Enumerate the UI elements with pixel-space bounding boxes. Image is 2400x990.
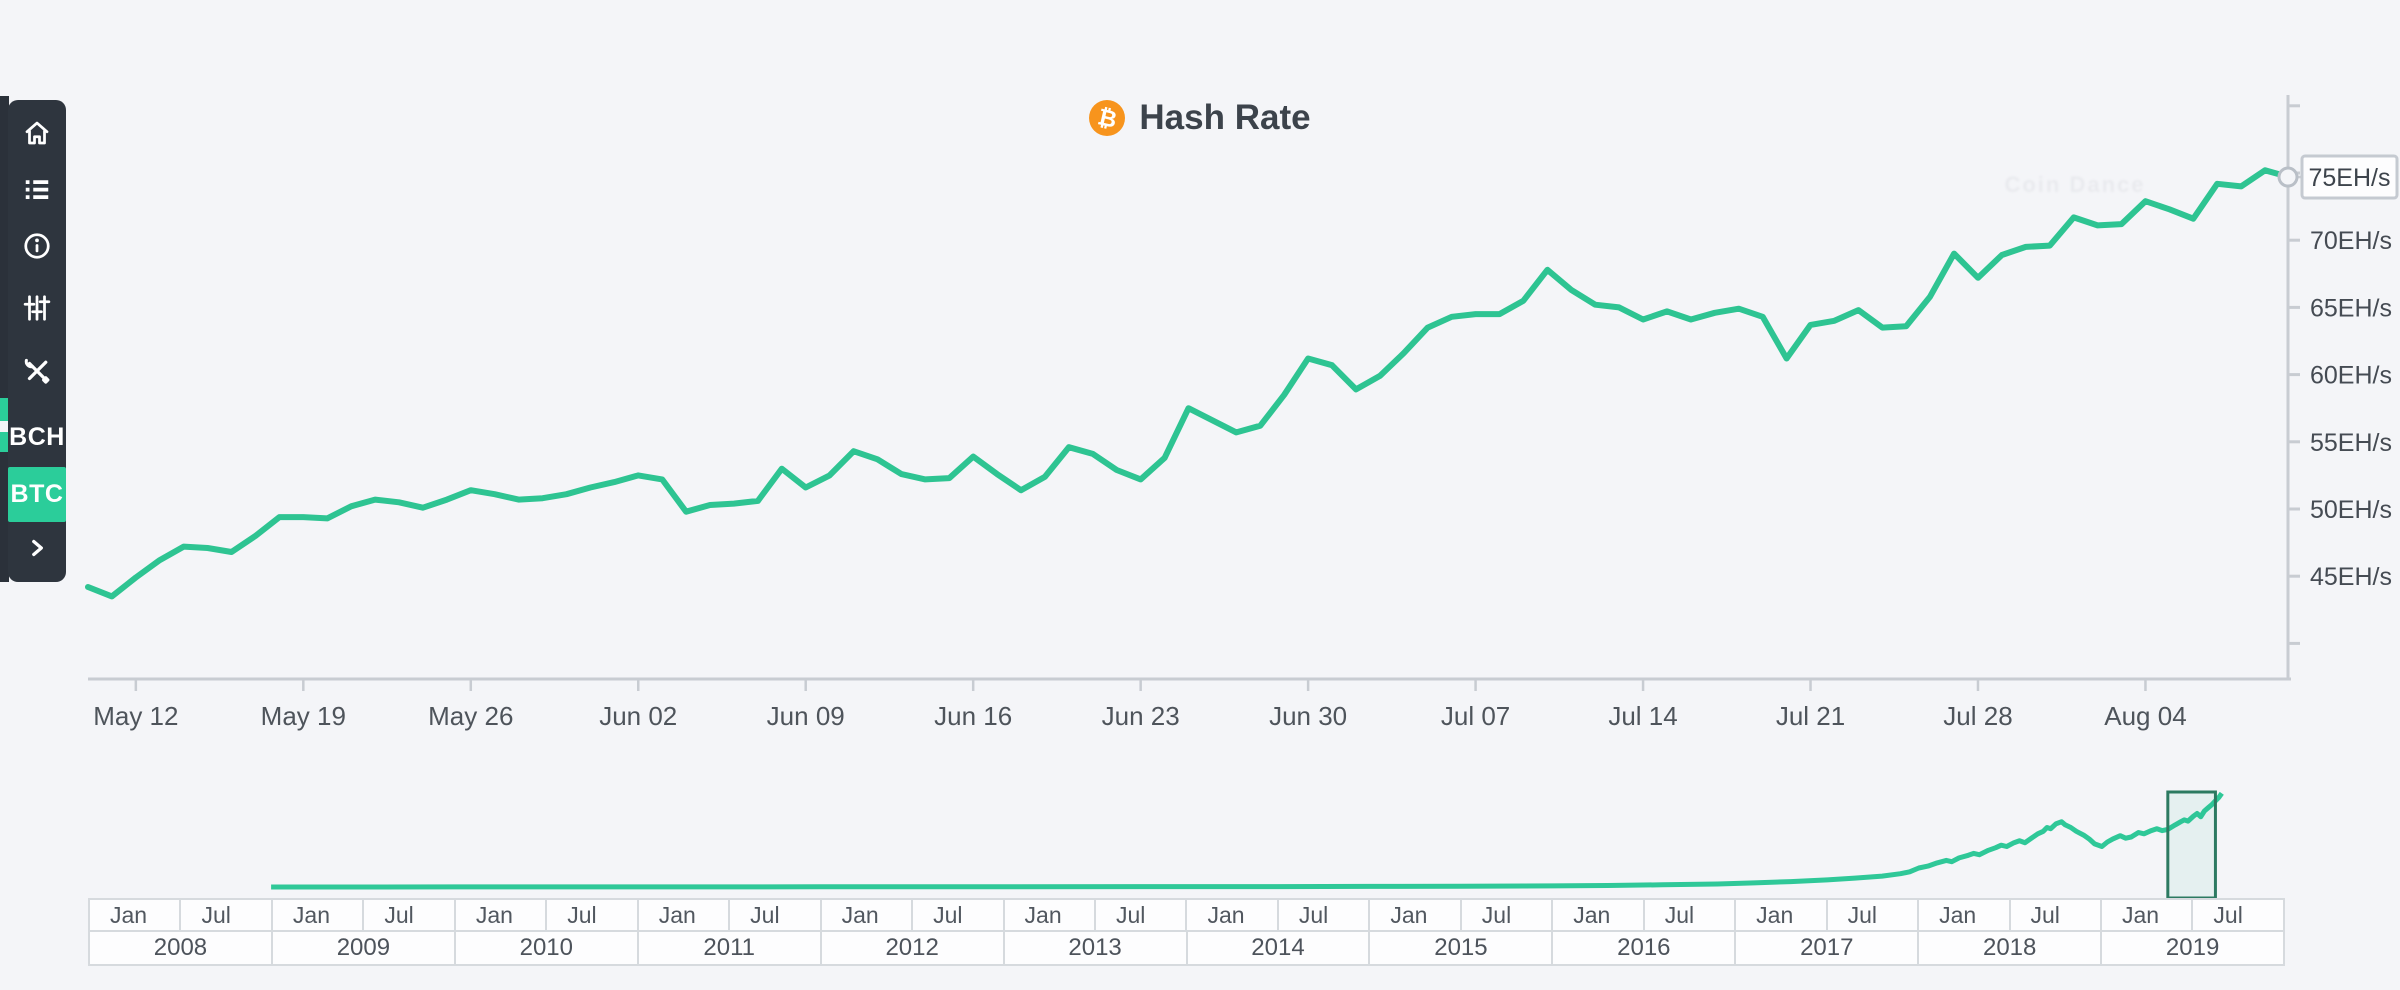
nav-axis-month-cell: Jan	[1368, 900, 1460, 930]
chart-header: ₿ Hash Rate	[0, 96, 2400, 140]
y-axis-label: 65EH/s	[2310, 294, 2392, 322]
nav-axis-month-cell: Jul	[362, 900, 454, 930]
y-axis-label: 60EH/s	[2310, 362, 2392, 390]
nav-axis-month-cell: Jul	[2191, 900, 2283, 930]
x-axis-label: May 26	[428, 701, 513, 731]
nav-axis-month-cell: Jul	[1276, 900, 1369, 930]
nav-axis-year-cell: 2008	[90, 932, 271, 964]
nav-axis-month-cell: Jul	[911, 900, 1003, 930]
x-axis-label: Jul 07	[1441, 701, 1510, 731]
sliders-button[interactable]	[8, 288, 66, 328]
home-icon	[25, 121, 49, 145]
tools-button[interactable]	[8, 351, 66, 391]
x-axis-label: Jul 21	[1776, 701, 1845, 731]
nav-axis-year-cell: 2011	[636, 932, 820, 964]
nav-axis-month-cell: Jan	[270, 900, 363, 930]
nav-axis-month-cell: Jul	[179, 900, 271, 930]
nav-axis-month-cell: Jan	[1185, 900, 1277, 930]
nav-axis-month-cell: Jan	[1734, 900, 1826, 930]
bch-label: BCH	[9, 422, 65, 451]
list-button[interactable]	[8, 169, 66, 209]
nav-axis-month-cell: Jul	[1459, 900, 1552, 930]
tools-icon	[24, 358, 50, 384]
current-value-label: 75EH/s	[2309, 164, 2391, 192]
page-title: Hash Rate	[1139, 98, 1311, 137]
nav-axis-month-cell: Jan	[90, 900, 180, 930]
bitcoin-icon: ₿	[1089, 100, 1126, 136]
nav-axis-month-cell: Jan	[1551, 900, 1643, 930]
nav-axis-year-cell: 2013	[1002, 932, 1186, 964]
info-icon	[24, 233, 50, 259]
navigator-year-row: 2008 2009 2010 2011 2012 2013 2014 2015 2016 2017…	[90, 932, 2284, 964]
sidebar-item-btc[interactable]: BTC	[8, 467, 66, 522]
y-axis-label: 55EH/s	[2310, 429, 2392, 457]
x-axis-label: Jul 28	[1943, 701, 2012, 731]
info-button[interactable]	[8, 226, 66, 266]
nav-axis-year-cell: 2012	[819, 932, 1003, 964]
nav-axis-year-cell: 2015	[1368, 932, 1552, 964]
navigator-line	[271, 791, 2224, 890]
nav-axis-month-cell: Jan	[1002, 900, 1094, 930]
sidebar-collapse-button[interactable]	[8, 528, 66, 568]
y-axis-label: 70EH/s	[2310, 227, 2392, 255]
watermark: Coin Dance	[2004, 172, 2146, 197]
x-axis-label: Jun 02	[599, 701, 677, 731]
sidebar: BCH BTC	[8, 100, 66, 582]
x-axis-label: Jun 23	[1102, 701, 1180, 731]
x-axis-label: May 12	[93, 701, 178, 731]
nav-axis-month-cell: Jul	[1825, 900, 1918, 930]
sliders-icon	[23, 295, 51, 321]
nav-axis-year-cell: 2010	[453, 932, 637, 964]
nav-axis-month-cell: Jan	[453, 900, 546, 930]
nav-axis-year-cell: 2014	[1185, 932, 1369, 964]
navigator-selection[interactable]	[2166, 790, 2217, 900]
nav-axis-month-cell: Jan	[636, 900, 729, 930]
nav-axis-year-cell: 2017	[1734, 932, 1918, 964]
latest-point-marker	[2277, 166, 2299, 188]
y-axis-label: 45EH/s	[2310, 563, 2392, 591]
nav-axis-month-cell: Jul	[1093, 900, 1186, 930]
nav-axis-month-cell: Jan	[2099, 900, 2192, 930]
x-axis-label: Jul 14	[1608, 701, 1677, 731]
home-button[interactable]	[8, 113, 66, 153]
y-axis-label: 50EH/s	[2310, 496, 2392, 524]
nav-axis-year-cell: 2019	[2100, 932, 2284, 964]
sidebar-edge-sliver	[0, 96, 9, 582]
hashrate-line	[85, 167, 2292, 600]
sidebar-edge-notch	[0, 421, 9, 432]
sidebar-item-bch[interactable]: BCH	[8, 417, 66, 457]
chevron-right-icon	[32, 539, 43, 557]
nav-axis-month-cell: Jan	[819, 900, 912, 930]
navigator-axis: Jan Jul Jan Jul Jan Jul Jan Jul Jan Jul Jan Jul Jan J…	[88, 898, 2285, 966]
nav-axis-month-cell: Jul	[1642, 900, 1735, 930]
list-icon	[25, 180, 49, 199]
navigator-month-row: Jan Jul Jan Jul Jan Jul Jan Jul Jan Jul Jan Jul Jan J…	[90, 900, 2283, 932]
nav-axis-month-cell: Jul	[2008, 900, 2100, 930]
nav-axis-month-cell: Jan	[1917, 900, 2009, 930]
nav-axis-month-cell: Jul	[728, 900, 820, 930]
current-value-box	[2300, 154, 2399, 200]
nav-axis-year-cell: 2018	[1917, 932, 2101, 964]
x-axis-label: May 19	[261, 701, 346, 731]
x-axis-label: Jun 16	[934, 701, 1012, 731]
nav-axis-year-cell: 2016	[1551, 932, 1735, 964]
nav-axis-month-cell: Jul	[545, 900, 637, 930]
nav-axis-year-cell: 2009	[270, 932, 454, 964]
x-axis-label: Jun 09	[767, 701, 845, 731]
x-axis-label: Aug 04	[2104, 701, 2186, 731]
x-axis-label: Jun 30	[1269, 701, 1347, 731]
btc-label: BTC	[10, 480, 64, 508]
